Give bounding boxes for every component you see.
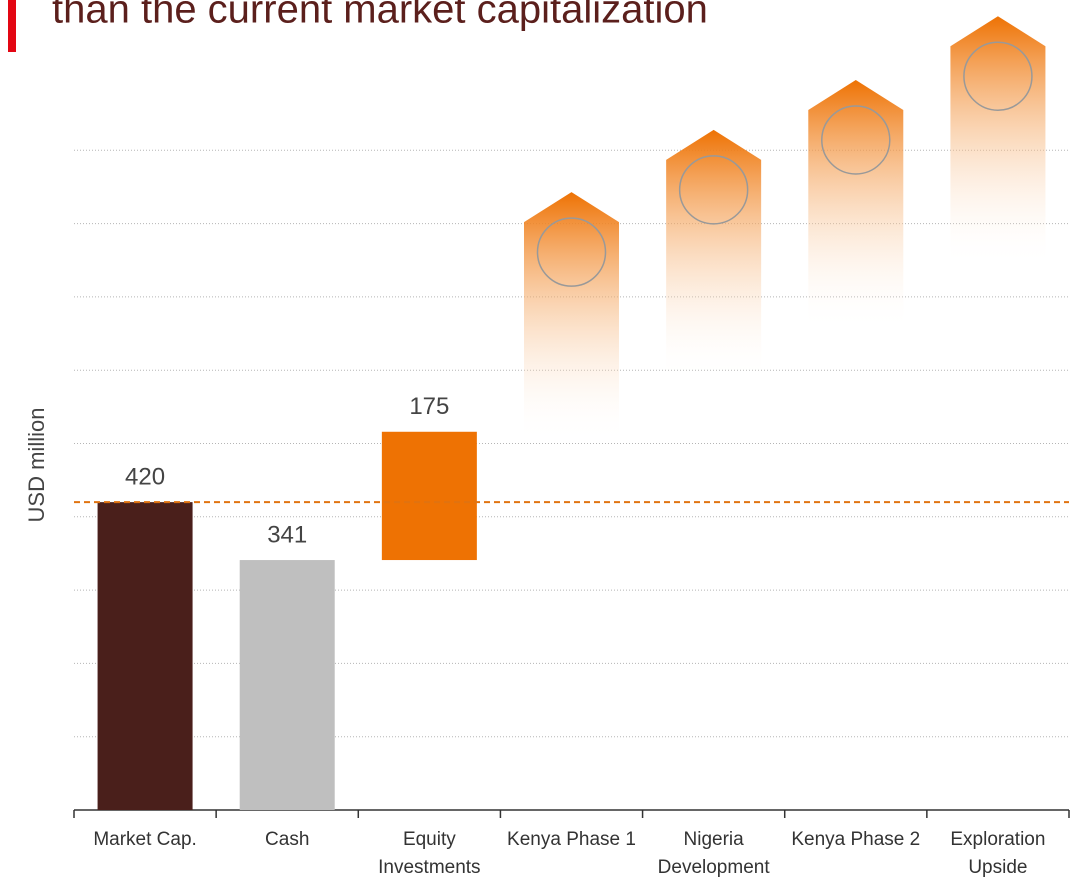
upside-bar bbox=[666, 129, 762, 380]
bar bbox=[97, 502, 193, 810]
icon bbox=[536, 217, 607, 287]
x-tick-label: Market Cap. bbox=[93, 829, 197, 850]
x-tick-label: Equity Investments bbox=[378, 829, 481, 878]
x-tick-label: Cash bbox=[265, 829, 310, 850]
title-accent bbox=[8, 0, 16, 52]
chart-title: than the current market capitalization bbox=[52, 0, 708, 32]
value-label: 175 bbox=[409, 393, 449, 420]
icon bbox=[963, 41, 1033, 111]
icon bbox=[821, 105, 891, 175]
x-tick-label: Kenya Phase 1 bbox=[507, 829, 636, 850]
bar bbox=[381, 431, 477, 561]
value-label: 341 bbox=[267, 521, 307, 548]
upside-bar bbox=[950, 16, 1046, 267]
x-tick-label: Nigeria Development bbox=[657, 829, 770, 878]
y-axis-label: USD million bbox=[24, 408, 49, 523]
x-tick-label: Kenya Phase 2 bbox=[791, 829, 921, 850]
icon bbox=[678, 155, 749, 225]
bar bbox=[239, 560, 335, 810]
value-label: 420 bbox=[125, 463, 165, 490]
upside-bar bbox=[524, 192, 619, 443]
x-tick-label: Exploration Upside bbox=[950, 829, 1046, 878]
upside-bar bbox=[808, 79, 904, 330]
